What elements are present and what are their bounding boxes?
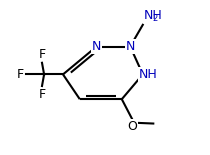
Text: F: F	[38, 88, 46, 101]
Text: F: F	[38, 48, 46, 61]
Text: 2: 2	[153, 14, 158, 23]
Text: NH: NH	[139, 68, 158, 81]
Text: O: O	[127, 120, 137, 133]
Text: NH: NH	[144, 9, 163, 22]
Text: F: F	[17, 68, 24, 81]
Text: N: N	[126, 40, 135, 53]
Text: N: N	[92, 40, 101, 53]
